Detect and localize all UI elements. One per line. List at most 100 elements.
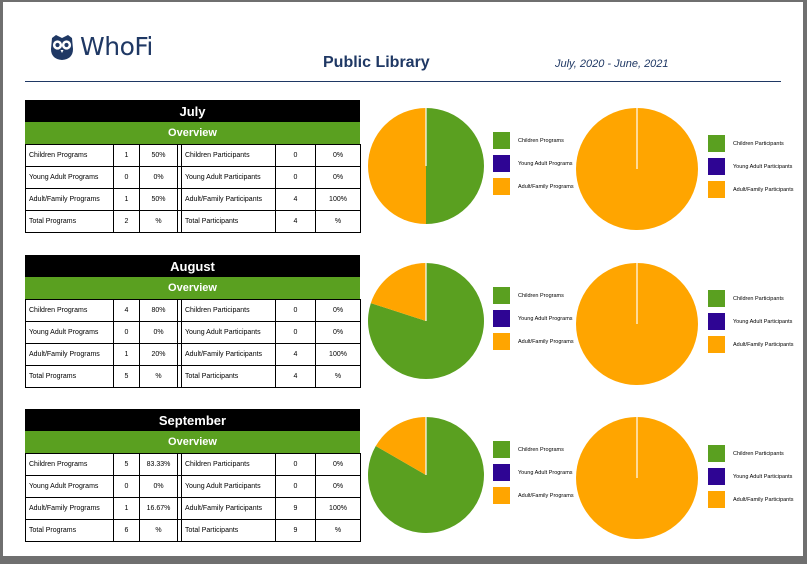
legend-swatch-young-adult xyxy=(493,310,510,327)
legend-label: Young Adult Programs xyxy=(518,315,573,322)
legend-item: Adult/Family Participants xyxy=(708,333,798,356)
program-count: 5 xyxy=(113,365,140,388)
program-label: Total Programs xyxy=(25,365,114,388)
pie-chart-september-participants xyxy=(576,417,698,539)
legend-participants: Children Participants Young Adult Partici… xyxy=(708,287,798,356)
program-count: 2 xyxy=(113,210,140,233)
month-block-august: August Overview Children Programs 4 80% Chi… xyxy=(25,255,361,388)
legend-swatch-children xyxy=(493,287,510,304)
legend-label: Young Adult Programs xyxy=(518,160,573,167)
legend-swatch-children xyxy=(708,445,725,462)
legend-item: Children Programs xyxy=(493,129,583,152)
participant-label: Adult/Family Participants xyxy=(181,343,276,366)
legend-swatch-adult-family xyxy=(493,333,510,350)
participant-percent: 100% xyxy=(315,188,361,211)
legend-item: Children Participants xyxy=(708,442,798,465)
table-row: Children Programs 1 50% Children Participan… xyxy=(25,144,361,167)
month-title: September xyxy=(25,409,360,431)
legend-item: Young Adult Programs xyxy=(493,307,583,330)
participant-percent: 0% xyxy=(315,144,361,167)
program-percent: 50% xyxy=(139,144,178,167)
legend-label: Adult/Family Participants xyxy=(733,186,794,193)
legend-label: Children Participants xyxy=(733,295,784,302)
legend-label: Children Participants xyxy=(733,450,784,457)
table-row: Young Adult Programs 0 0% Young Adult Parti… xyxy=(25,166,361,189)
legend-label: Adult/Family Participants xyxy=(733,341,794,348)
legend-label: Adult/Family Participants xyxy=(733,496,794,503)
program-count: 0 xyxy=(113,321,140,344)
legend-label: Children Programs xyxy=(518,137,564,144)
legend-swatch-young-adult xyxy=(493,155,510,172)
participant-label: Young Adult Participants xyxy=(181,321,276,344)
program-label: Young Adult Programs xyxy=(25,321,114,344)
logo-text: WhoFi xyxy=(80,32,153,61)
legend-swatch-adult-family xyxy=(493,487,510,504)
participant-count: 4 xyxy=(275,365,316,388)
participant-percent: 0% xyxy=(315,453,361,476)
legend-item: Adult/Family Programs xyxy=(493,330,583,353)
program-percent: 0% xyxy=(139,475,178,498)
program-percent: % xyxy=(139,519,178,542)
participant-percent: % xyxy=(315,210,361,233)
participant-percent: % xyxy=(315,519,361,542)
participant-label: Young Adult Participants xyxy=(181,166,276,189)
table-row: Children Programs 4 80% Children Participan… xyxy=(25,299,361,322)
legend-label: Adult/Family Programs xyxy=(518,183,574,190)
pie-chart-july-programs xyxy=(368,108,484,224)
legend-label: Adult/Family Programs xyxy=(518,338,574,345)
legend-item: Adult/Family Participants xyxy=(708,488,798,511)
overview-table: Children Programs 4 80% Children Participan… xyxy=(25,299,361,388)
table-row: Total Programs 5% Total Participants 4% xyxy=(25,365,361,388)
month-block-july: July Overview Children Programs 1 50% Child… xyxy=(25,100,361,233)
overview-header: Overview xyxy=(25,277,360,299)
legend-swatch-children xyxy=(493,441,510,458)
participant-label: Young Adult Participants xyxy=(181,475,276,498)
program-count: 1 xyxy=(113,144,140,167)
participant-label: Adult/Family Participants xyxy=(181,497,276,520)
slice-adult-family xyxy=(370,263,426,321)
legend-swatch-young-adult xyxy=(708,468,725,485)
participant-label: Children Participants xyxy=(181,144,276,167)
program-label: Adult/Family Programs xyxy=(25,188,114,211)
date-range: July, 2020 - June, 2021 xyxy=(555,58,669,70)
participant-label: Total Participants xyxy=(181,365,276,388)
legend-swatch-adult-family xyxy=(493,178,510,195)
legend-programs: Children Programs Young Adult Programs Adu… xyxy=(493,129,583,198)
program-percent: 80% xyxy=(139,299,178,322)
owl-icon xyxy=(51,34,73,60)
participant-label: Children Participants xyxy=(181,299,276,322)
legend-item: Adult/Family Programs xyxy=(493,175,583,198)
program-count: 1 xyxy=(113,497,140,520)
legend-label: Young Adult Participants xyxy=(733,473,793,480)
legend-programs: Children Programs Young Adult Programs Adu… xyxy=(493,284,583,353)
participant-percent: 0% xyxy=(315,475,361,498)
participant-count: 4 xyxy=(275,343,316,366)
pie-chart-september-programs xyxy=(368,417,484,533)
program-percent: 0% xyxy=(139,166,178,189)
program-count: 0 xyxy=(113,166,140,189)
program-label: Children Programs xyxy=(25,144,114,167)
month-title: July xyxy=(25,100,360,122)
program-percent: 83.33% xyxy=(139,453,178,476)
participant-count: 0 xyxy=(275,166,316,189)
participant-label: Total Participants xyxy=(181,519,276,542)
participant-label: Total Participants xyxy=(181,210,276,233)
legend-label: Young Adult Participants xyxy=(733,163,793,170)
legend-item: Children Participants xyxy=(708,287,798,310)
legend-label: Young Adult Programs xyxy=(518,469,573,476)
participant-count: 4 xyxy=(275,210,316,233)
overview-header: Overview xyxy=(25,122,360,144)
legend-participants: Children Participants Young Adult Partici… xyxy=(708,442,798,511)
program-percent: 0% xyxy=(139,321,178,344)
table-row: Young Adult Programs 0 0% Young Adult Parti… xyxy=(25,475,361,498)
legend-swatch-children xyxy=(708,290,725,307)
legend-swatch-young-adult xyxy=(493,464,510,481)
legend-swatch-adult-family xyxy=(708,181,725,198)
report-page: WhoFi Public Library July, 2020 - June, … xyxy=(3,2,803,556)
legend-label: Children Programs xyxy=(518,446,564,453)
program-count: 0 xyxy=(113,475,140,498)
program-label: Adult/Family Programs xyxy=(25,497,114,520)
program-label: Young Adult Programs xyxy=(25,166,114,189)
program-count: 1 xyxy=(113,343,140,366)
participant-count: 0 xyxy=(275,321,316,344)
